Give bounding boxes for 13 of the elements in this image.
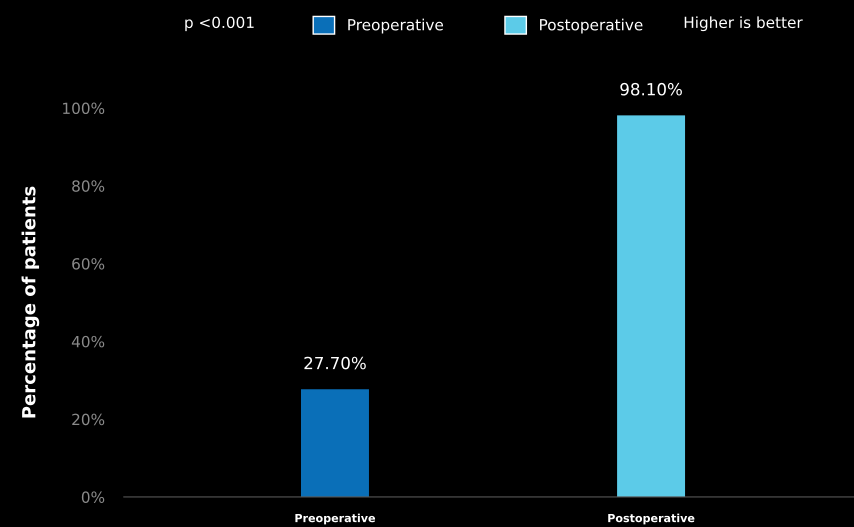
y-axis-title: Percentage of patients [22,186,40,418]
y-tick-label: 20% [72,414,104,426]
y-tick-label: 80% [72,180,104,192]
data-label: 27.70% [304,356,366,370]
data-label: 98.10% [620,82,682,96]
y-tick-label: 0% [82,491,104,503]
text: p <0.001 [185,16,254,32]
legend-label: Postoperative [540,18,642,34]
y-tick-label: 40% [72,336,104,348]
y-tick-label: 100% [63,102,104,114]
legend-label: Preoperative [348,18,444,34]
y-tick-label: 60% [72,258,104,270]
text: Higher is better [684,16,803,32]
